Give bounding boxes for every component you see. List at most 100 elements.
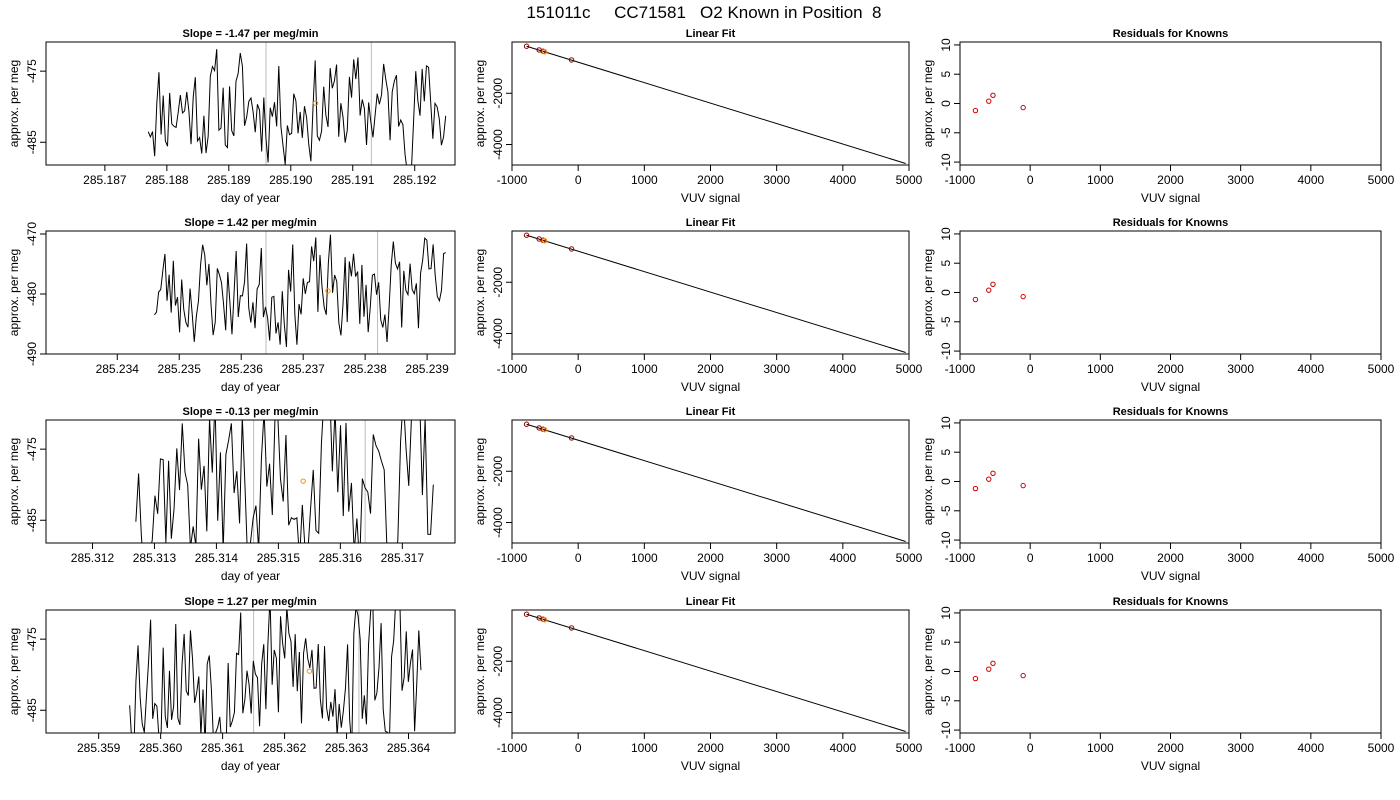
panel-3-2-point-4	[542, 427, 548, 433]
panel-2-2: Linear Fit -1000 0 1000 2000 3000 4000 5000 VUV …	[473, 217, 923, 394]
panel-1-1-y-tick-label-1: -485	[25, 130, 39, 154]
panel-1-3-x-tick-label-5: 3000	[1227, 173, 1254, 187]
panel-3-1-y-tick-label-2: -475	[25, 437, 39, 461]
panel-1-1-x-tick-label-3: 285.189	[207, 173, 251, 187]
panel-1-2-plot-area	[523, 43, 906, 164]
panel-3-1-x-tick-label-3: 285.314	[195, 551, 239, 565]
panel-2-2-plot-area	[523, 232, 906, 353]
panel-2-3-x-tick-label-6: 4000	[1297, 362, 1324, 376]
panel-3-1-point-1	[300, 478, 306, 484]
panel-4-3-y-axis-label: approx. per meg	[921, 628, 935, 715]
panel-2-3-point-3	[990, 281, 996, 287]
panel-1-2-y-tick-label-1: -4000	[491, 129, 505, 160]
panel-4-2-x-tick-label-5: 3000	[763, 741, 790, 755]
panel-4-3-title: Residuals for Knowns	[1113, 596, 1229, 608]
panel-4-3-point-1	[972, 675, 979, 682]
panel-2-1-x-tick-label-4: 285.237	[281, 362, 325, 376]
panel-1-2-x-tick-label-3: 1000	[631, 173, 658, 187]
panel-2-1-series-line-1	[154, 234, 446, 348]
panel-1-1-x-tick-label-4: 285.190	[269, 173, 313, 187]
panel-3-3-y-tick-label-2: -5	[939, 505, 953, 516]
panel-1-3-title: Residuals for Knowns	[1113, 28, 1229, 40]
panel-2-3-y-tick-label-2: -5	[939, 316, 953, 327]
panel-1-3-x-tick-label-6: 4000	[1297, 173, 1324, 187]
panel-3-2: Linear Fit -1000 0 1000 2000 3000 4000 5000 VUV …	[473, 406, 923, 583]
panel-3-2-x-tick-label-4: 2000	[697, 551, 724, 565]
panel-2-1-y-axis-label: approx. per meg	[7, 249, 21, 336]
panel-3-3-point-2	[986, 476, 992, 482]
panel-2-1-y-tick-label-1: -490	[25, 342, 39, 366]
panel-2-2-y-tick-label-2: -2000	[491, 267, 505, 298]
panel-4-3-x-tick-label-7: 5000	[1368, 741, 1395, 755]
panel-2-1: Slope = 1.42 per meg/min 285.234 285.235 28…	[7, 217, 456, 394]
panel-4-3-y-tick-label-4: 5	[939, 639, 953, 646]
panel-3-1-x-tick-label-6: 285.317	[381, 551, 425, 565]
panel-1-1: Slope = -1.47 per meg/min 285.187 285.188 2…	[7, 28, 456, 205]
panel-2-2-title: Linear Fit	[686, 217, 736, 229]
panel-4-2-point-4	[542, 617, 548, 623]
panel-2-3-frame	[959, 230, 1382, 355]
panel-3-2-plot-area	[523, 421, 906, 542]
panel-3-3-y-tick-label-3: 0	[939, 478, 953, 485]
panel-1-3-x-axis-label: VUV signal	[1141, 191, 1200, 205]
panel-1-2-title: Linear Fit	[686, 28, 736, 40]
panel-3-3-point-1	[972, 485, 979, 492]
panel-3-2-point-1	[523, 421, 530, 427]
panel-3-3-x-tick-label-2: 0	[1027, 551, 1034, 565]
panel-4-1-frame	[45, 609, 456, 734]
panel-1-1-x-tick-label-5: 285.191	[331, 173, 375, 187]
panel-2-2-fit-line	[526, 234, 906, 353]
panel-2-2-point-5	[568, 246, 575, 252]
panel-1-3-x-tick-label-2: 0	[1027, 173, 1034, 187]
panel-3-2-fit-line	[526, 423, 906, 542]
panel-4-2: Linear Fit -1000 0 1000 2000 3000 4000 5000 VUV …	[473, 596, 923, 773]
panel-4-1-x-tick-label-1: 285.359	[77, 741, 121, 755]
panel-3-1-y-tick-label-1: -485	[25, 508, 39, 532]
panel-3-2-x-tick-label-2: 0	[575, 551, 582, 565]
panel-1-1-x-tick-label-1: 285.187	[83, 173, 127, 187]
panel-4-3-point-3	[990, 660, 996, 666]
panel-3-1-y-axis-label: approx. per meg	[7, 438, 21, 525]
panel-4-2-title: Linear Fit	[686, 596, 736, 608]
panel-2-3-y-tick-label-3: 0	[939, 289, 953, 296]
panel-1-3-point-1	[972, 107, 979, 114]
panel-1-1-x-tick-label-6: 285.192	[393, 173, 437, 187]
panel-3-3-point-4	[1020, 482, 1026, 489]
panel-2-3-x-tick-label-3: 1000	[1087, 362, 1114, 376]
panel-1-2-point-1	[523, 43, 530, 49]
panel-2-3-x-tick-label-7: 5000	[1368, 362, 1395, 376]
panel-2-2-point-1	[523, 232, 530, 238]
panel-1-3-point-3	[990, 92, 996, 99]
panel-3-3-x-tick-label-6: 4000	[1297, 551, 1324, 565]
panel-4-3-plot-area	[972, 660, 1026, 682]
panel-3-3-x-tick-label-4: 2000	[1157, 551, 1184, 565]
panel-3-2-y-tick-label-2: -2000	[491, 456, 505, 487]
panel-1-2-x-tick-label-7: 5000	[896, 173, 923, 187]
panel-2-1-x-axis-label: day of year	[221, 380, 280, 394]
panel-1-1-y-tick-label-2: -475	[25, 59, 39, 83]
panel-2-2-x-tick-label-1: -1000	[497, 362, 528, 376]
panel-4-3-x-tick-label-5: 3000	[1227, 741, 1254, 755]
panel-3-3: Residuals for Knowns -1000 0 1000 2000 3000 40…	[921, 406, 1395, 583]
panel-1-2-y-tick-label-2: -2000	[491, 78, 505, 109]
panel-2-1-x-tick-label-6: 285.239	[405, 362, 449, 376]
panel-1-2-x-tick-label-6: 4000	[829, 173, 856, 187]
panel-3-3-y-tick-label-1: -10	[939, 531, 953, 549]
panel-1-3-x-tick-label-4: 2000	[1157, 173, 1184, 187]
panel-4-1: Slope = 1.27 per meg/min 285.359 285.360 28…	[7, 596, 456, 773]
panel-4-2-x-tick-label-2: 0	[575, 741, 582, 755]
panel-3-2-y-axis-label: approx. per meg	[473, 438, 487, 525]
panel-2-2-y-axis-label: approx. per meg	[473, 249, 487, 336]
panel-3-1: Slope = -0.13 per meg/min 285.312 285.313 2…	[7, 406, 456, 583]
panel-4-3-x-tick-label-2: 0	[1027, 741, 1034, 755]
panel-1-2-x-tick-label-5: 3000	[763, 173, 790, 187]
panel-1-3-x-tick-label-7: 5000	[1368, 173, 1395, 187]
panel-4-3-x-tick-label-1: -1000	[945, 741, 976, 755]
panel-3-1-x-tick-label-1: 285.312	[71, 551, 115, 565]
panel-1-3-y-tick-label-5: 10	[939, 38, 953, 52]
panel-4-3-point-2	[986, 666, 992, 672]
panel-4-3-y-tick-label-1: -10	[939, 721, 953, 739]
panel-4-2-x-tick-label-3: 1000	[631, 741, 658, 755]
panel-3-2-x-tick-label-1: -1000	[497, 551, 528, 565]
panel-1-3-y-tick-label-2: -5	[939, 127, 953, 138]
